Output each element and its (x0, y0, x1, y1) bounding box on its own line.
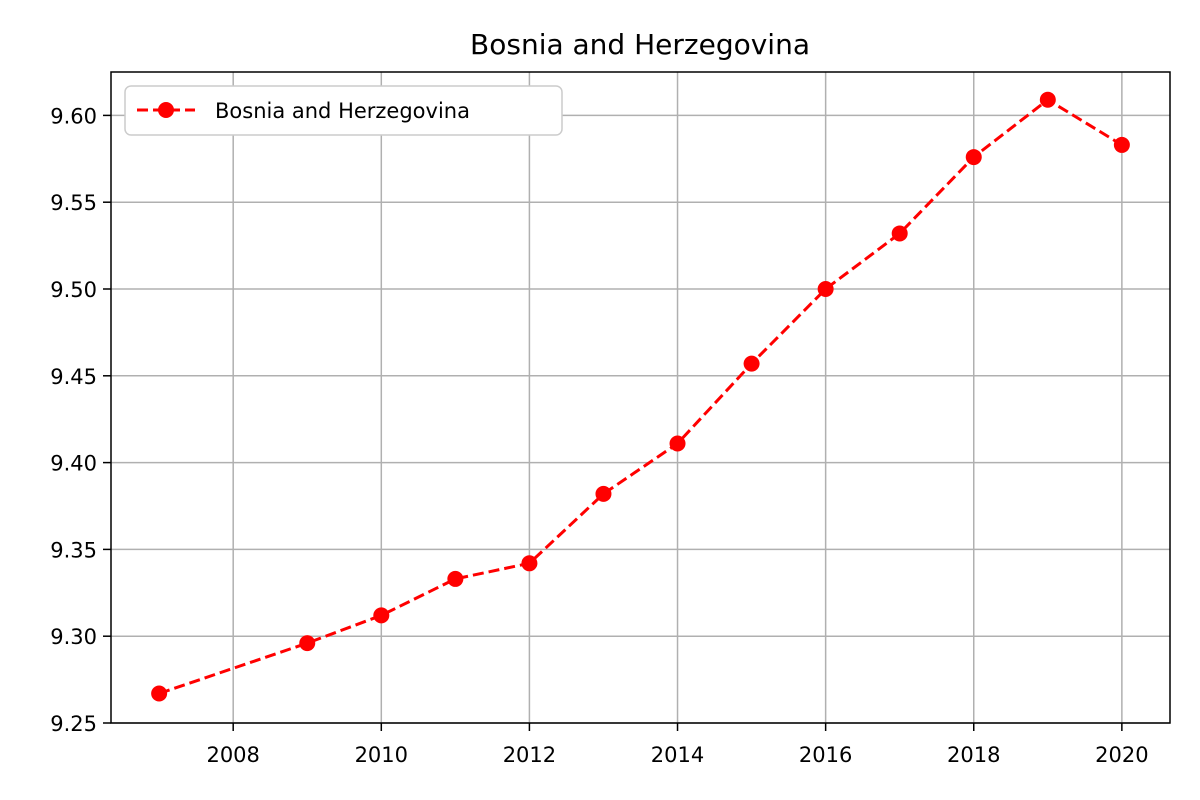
plot-frame (110, 71, 1171, 724)
y-tick-label: 9.35 (50, 538, 97, 562)
x-tick-label: 2012 (503, 743, 556, 767)
legend: Bosnia and Herzegovina (124, 85, 563, 136)
data-point (669, 435, 686, 452)
series-layer (151, 91, 1130, 702)
x-tick-label: 2020 (1095, 743, 1148, 767)
x-tick-label: 2010 (355, 743, 408, 767)
x-tick-label: 2008 (206, 743, 259, 767)
y-tick-label: 9.25 (50, 712, 97, 736)
data-point (299, 635, 316, 652)
data-point (965, 149, 982, 166)
y-tick-label: 9.40 (50, 452, 97, 476)
x-tick-label: 2016 (799, 743, 852, 767)
data-point (1039, 91, 1056, 108)
data-point (447, 570, 464, 587)
data-point (595, 485, 612, 502)
data-point (373, 607, 390, 624)
data-point (891, 225, 908, 242)
data-point (1113, 136, 1130, 153)
y-tick-label: 9.45 (50, 365, 97, 389)
axis-ticks: 2008 2010 2012 2014 2016 2018 2020 9.25 9.30 9.35… (50, 104, 1148, 767)
data-point (817, 281, 834, 297)
x-tick-label: 2014 (651, 743, 704, 767)
data-point (521, 555, 538, 572)
legend-box (124, 85, 563, 136)
y-tick-label: 9.55 (50, 191, 97, 215)
legend-marker-sample (158, 102, 174, 118)
y-tick-label: 9.30 (50, 625, 97, 649)
legend-label: Bosnia and Herzegovina (215, 99, 470, 123)
y-tick-label: 9.50 (50, 278, 97, 302)
grid (111, 72, 1170, 724)
data-point (151, 685, 168, 702)
x-tick-label: 2018 (947, 743, 1000, 767)
series-line (158, 98, 1123, 695)
y-tick-label: 9.60 (50, 104, 97, 128)
data-point (743, 355, 760, 372)
chart-title: Bosnia and Herzegovina (470, 28, 810, 61)
